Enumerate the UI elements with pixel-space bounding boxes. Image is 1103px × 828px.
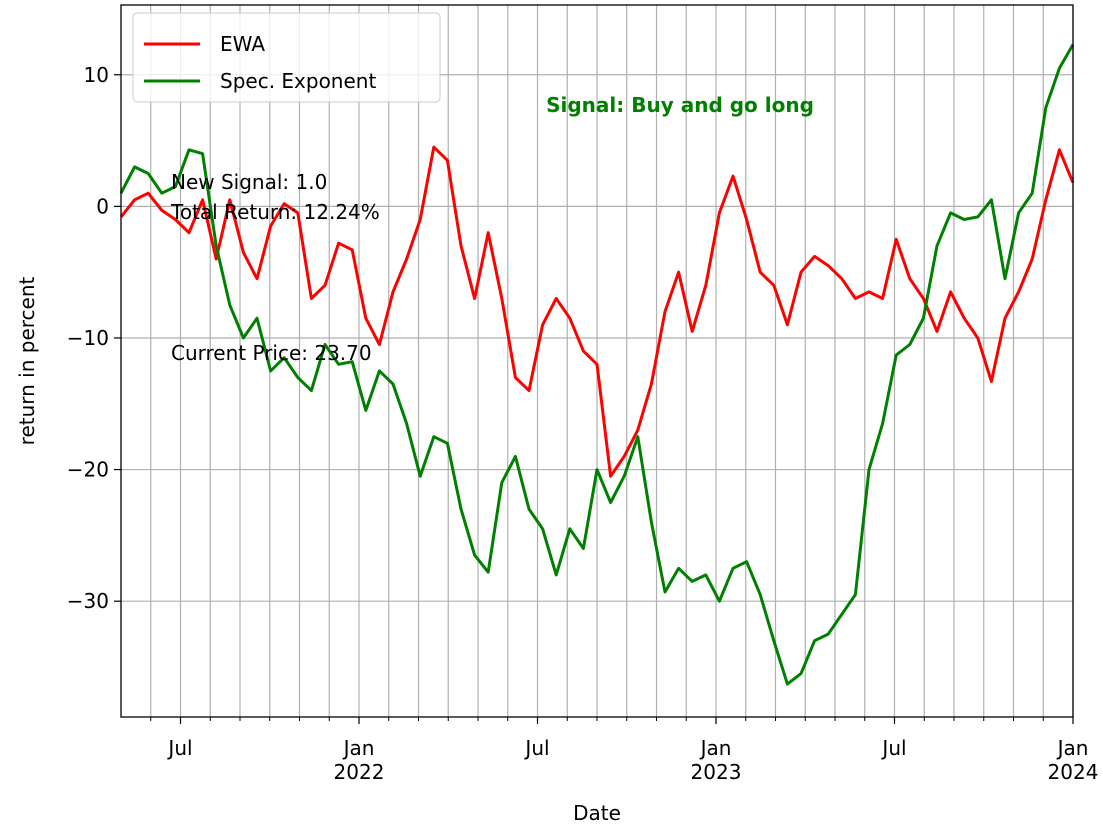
legend-label: Spec. Exponent — [220, 69, 376, 93]
x-tick-label-line: 2022 — [334, 760, 385, 784]
series-line — [119, 145, 1075, 478]
x-tick-label: Jul — [880, 736, 906, 760]
x-tick-label-line: Jan — [699, 736, 732, 760]
annotation: New Signal: 1.0 — [171, 170, 327, 194]
legend-label: EWA — [220, 32, 265, 56]
x-axis-label: Date — [573, 801, 621, 825]
x-tick-label-line: Jul — [166, 736, 192, 760]
x-tick-label-line: Jul — [523, 736, 549, 760]
y-tick-label: −10 — [67, 326, 109, 350]
x-tick-label: Jan 2023 — [691, 736, 742, 784]
series-line — [119, 43, 1075, 686]
legend-box — [132, 12, 441, 103]
y-axis-label: return in percent — [15, 276, 39, 445]
x-tick-label-line: Jan — [342, 736, 375, 760]
y-tick-label: 10 — [84, 63, 109, 87]
x-tick-label-line: 2023 — [691, 760, 742, 784]
y-tick-label: −20 — [67, 458, 109, 482]
plot-frame — [120, 4, 1074, 718]
x-tick-label-line: Jul — [880, 736, 906, 760]
annotation: Current Price: 23.70 — [171, 341, 372, 365]
x-tick-label: Jan 2024 — [1048, 736, 1099, 784]
y-tick-label: 0 — [96, 194, 109, 218]
grid — [121, 5, 1074, 717]
annotation: Total Return: 12.24% — [170, 200, 380, 224]
x-tick-label: Jan 2022 — [334, 736, 385, 784]
annotation: Signal: Buy and go long — [546, 93, 814, 117]
x-tick-label-line: 2024 — [1048, 760, 1099, 784]
y-tick-label: −30 — [67, 589, 109, 613]
x-tick-label-line: Jan — [1056, 736, 1089, 760]
x-tick-label: Jul — [166, 736, 192, 760]
x-tick-label: Jul — [523, 736, 549, 760]
